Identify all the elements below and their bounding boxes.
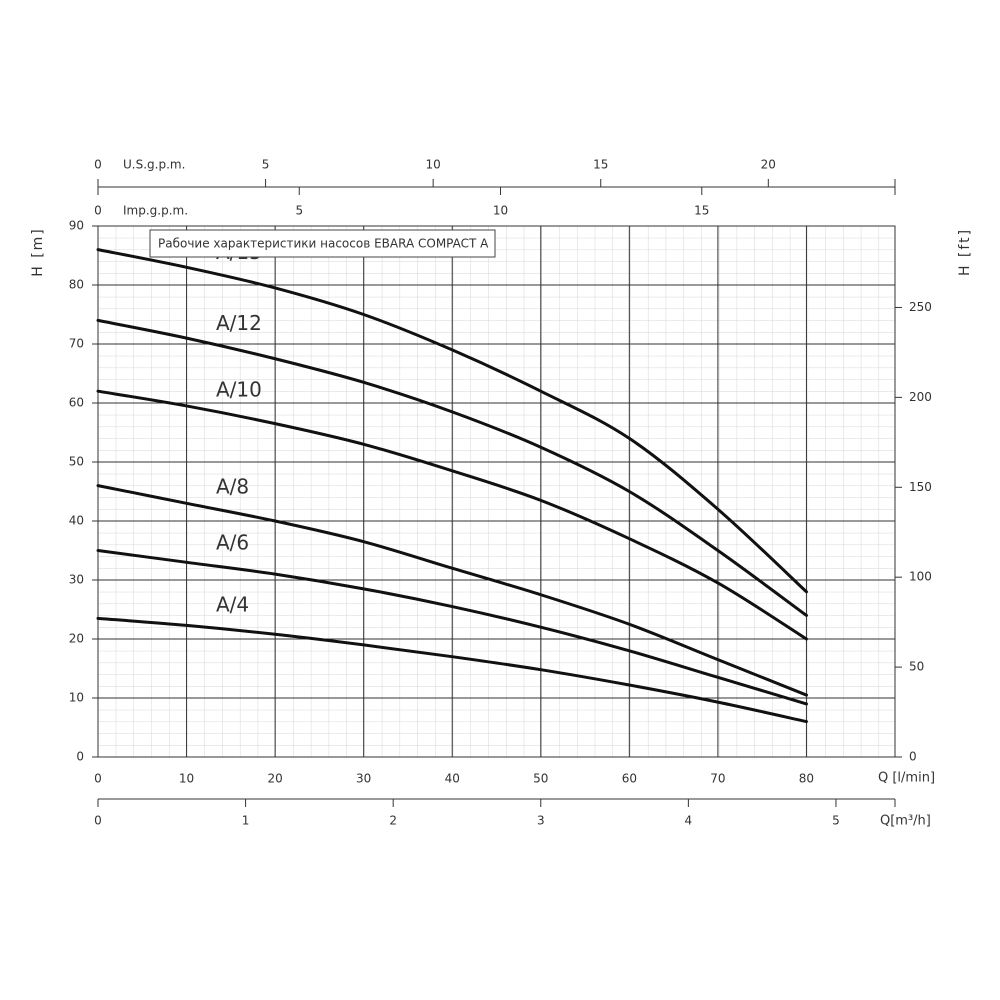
y-tick-label: 40 [69, 514, 84, 528]
y2-tick-label: 150 [909, 480, 932, 494]
extra-axis-tick-label: 5 [262, 158, 270, 172]
extra-axis-tick-label: 15 [593, 158, 608, 172]
y2-tick-label: 0 [909, 750, 917, 764]
curve-label: A/8 [216, 475, 249, 499]
y2-axis-label: H [ft] [957, 228, 973, 276]
pump-curve [96, 248, 808, 594]
extra-axis-tick-label: 0 [94, 204, 102, 218]
y2-tick-label: 100 [909, 570, 932, 584]
x-tick-label: 20 [267, 772, 282, 786]
extra-axis-tick-label: 1 [242, 814, 250, 828]
curve-label: A/12 [216, 311, 262, 335]
x-tick-label: 10 [179, 772, 194, 786]
y-tick-label: 70 [69, 337, 84, 351]
x-tick-label: 70 [710, 772, 725, 786]
extra-axis-tick-label: 0 [94, 158, 102, 172]
x-axis-label: Q [l/min] [878, 771, 935, 786]
extra-axis-tick-label: 2 [389, 814, 397, 828]
y-tick-label: 50 [69, 455, 84, 469]
y2-tick-label: 50 [909, 660, 924, 674]
pump-curve [96, 389, 808, 641]
y2-tick-label: 250 [909, 300, 932, 314]
curve-label: A/10 [216, 377, 262, 401]
y-tick-label: 30 [69, 573, 84, 587]
pump-curve [96, 318, 808, 617]
y-tick-label: 20 [69, 632, 84, 646]
extra-axis-tick-label: 5 [832, 814, 840, 828]
y-tick-label: 90 [69, 219, 84, 233]
extra-axis-tick-label: 5 [295, 204, 303, 218]
extra-axis-tick-label: 4 [685, 814, 693, 828]
x-tick-label: 60 [622, 772, 637, 786]
x-tick-label: 0 [94, 772, 102, 786]
x-tick-label: 50 [533, 772, 548, 786]
x-tick-label: 80 [799, 772, 814, 786]
y-tick-label: 10 [69, 691, 84, 705]
y2-tick-label: 200 [909, 390, 932, 404]
x-tick-label: 40 [445, 772, 460, 786]
extra-axis-tick-label: 15 [694, 204, 709, 218]
extra-axis-tick-label: 10 [426, 158, 441, 172]
curve-label: A/6 [216, 531, 249, 555]
y-tick-label: 60 [69, 396, 84, 410]
pump-curve [96, 616, 808, 724]
curve-label: A/4 [216, 592, 249, 616]
extra-axis-label: U.S.g.p.m. [123, 158, 185, 172]
extra-axis-tick-label: 10 [493, 204, 508, 218]
extra-axis-label: Q[m³/h] [880, 814, 931, 829]
title-box [149, 229, 496, 258]
extra-axis-tick-label: 3 [537, 814, 545, 828]
chart-title: Рабочие характеристики насосов EBARA COM… [158, 237, 489, 251]
y-tick-label: 0 [76, 750, 84, 764]
minor-grid [98, 226, 895, 757]
y-tick-label: 80 [69, 278, 84, 292]
pump-curve [96, 484, 808, 697]
pump-curve [96, 549, 808, 706]
extra-axis-label: Imp.g.p.m. [123, 204, 188, 218]
x-tick-label: 30 [356, 772, 371, 786]
y-axis-label: H [m] [30, 227, 46, 277]
extra-axis-tick-label: 20 [761, 158, 776, 172]
extra-axis-tick-label: 0 [94, 814, 102, 828]
